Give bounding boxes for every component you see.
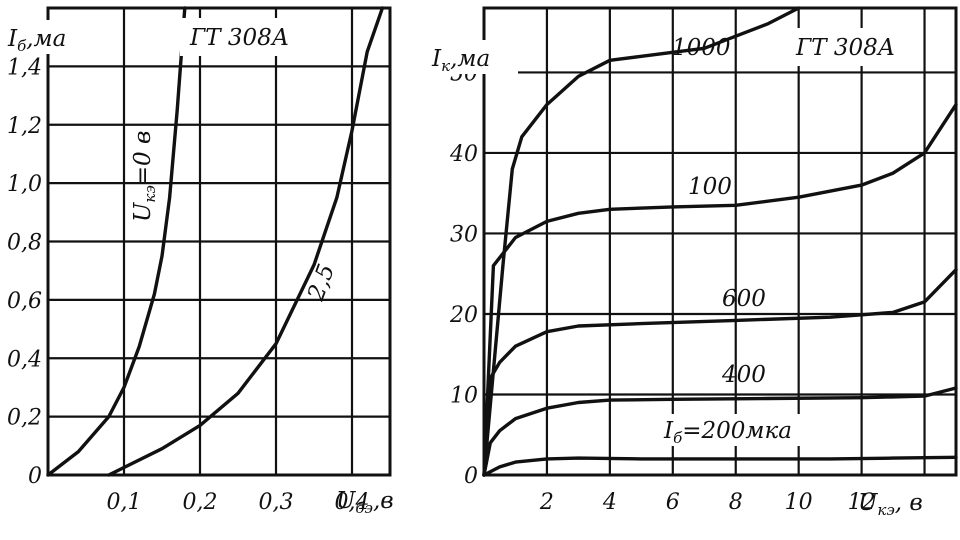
right-plot-frame bbox=[482, 6, 958, 477]
right-y-axis-label: Iк,ма bbox=[431, 46, 490, 75]
right-y-tick-label: 20 bbox=[449, 303, 478, 328]
left-grid bbox=[48, 8, 390, 475]
left-series-line-1 bbox=[107, 6, 385, 477]
right-curves bbox=[482, 6, 958, 477]
left-tick-labels: 0,1 0,2 0,3 0,4 0 0,2 0,4 0,6 0,8 1,0 1,2 1,4 bbox=[7, 55, 370, 515]
right-series-600-label: 600 bbox=[722, 286, 766, 312]
right-title-background bbox=[790, 28, 910, 66]
left-device-label: ГТ 308А bbox=[189, 25, 289, 51]
right-x-tick-label: 10 bbox=[785, 490, 813, 515]
right-x-tick-label: 8 bbox=[729, 490, 743, 515]
left-x-axis-label: Uбэ,в bbox=[336, 488, 394, 517]
left-y-tick-label: 0,8 bbox=[7, 231, 42, 256]
right-x-tick-label: 12 bbox=[848, 490, 876, 515]
right-series-line-4 bbox=[482, 6, 801, 477]
left-curves bbox=[46, 6, 385, 477]
left-x-tick-label: 0,2 bbox=[183, 490, 218, 515]
left-x-tick-label: 0,4 bbox=[335, 490, 370, 515]
right-x-tick-label: 2 bbox=[539, 490, 554, 515]
right-series-400-label: 400 bbox=[721, 362, 766, 388]
left-y-tick-label: 1,0 bbox=[7, 172, 42, 197]
right-series-200-label-background bbox=[660, 414, 812, 446]
left-y-tick-label: 1,4 bbox=[7, 55, 42, 80]
right-series-1000-label: 1000 bbox=[672, 35, 731, 61]
right-grid bbox=[484, 8, 956, 475]
left-title-background bbox=[180, 18, 300, 56]
right-x-tick-label: 6 bbox=[666, 490, 680, 515]
right-series-100-label: 100 bbox=[688, 174, 732, 200]
right-device-label: ГТ 308А bbox=[795, 35, 895, 61]
left-y-tick-label: 0,6 bbox=[7, 289, 42, 314]
right-series-line-0 bbox=[482, 455, 958, 477]
left-y-tick-label: 0 bbox=[28, 464, 42, 489]
left-series-line-0 bbox=[46, 6, 187, 477]
right-series-200-label: Iб=200мка bbox=[663, 418, 792, 447]
left-series-0-label: Uкэ=0 в bbox=[130, 131, 159, 222]
right-y-tick-label: 0 bbox=[464, 464, 478, 489]
right-series-line-2 bbox=[482, 268, 958, 477]
left-x-tick-label: 0,3 bbox=[259, 490, 294, 515]
right-tick-labels: 2468101201020304050 bbox=[449, 61, 876, 515]
output-characteristics-chart: 2468101201020304050 ГТ 308А Iк,ма Uкэ, в… bbox=[430, 6, 958, 519]
left-series-1-label: 2,5 bbox=[303, 261, 340, 305]
right-ylabel-background bbox=[430, 40, 518, 74]
right-x-tick-label: 4 bbox=[602, 490, 617, 515]
right-y-tick-label: 30 bbox=[450, 222, 478, 247]
right-series-line-1 bbox=[482, 386, 958, 477]
left-ylabel-background bbox=[4, 20, 90, 54]
left-y-tick-label: 0,4 bbox=[7, 347, 42, 372]
left-y-axis-label: Iб,ма bbox=[7, 26, 66, 55]
left-y-tick-label: 1,2 bbox=[7, 114, 42, 139]
left-y-tick-label: 0,2 bbox=[7, 406, 42, 431]
right-y-tick-label: 40 bbox=[449, 142, 478, 167]
input-characteristics-chart: 0,1 0,2 0,3 0,4 0 0,2 0,4 0,6 0,8 1,0 1,2 1,4 ГТ 30… bbox=[4, 6, 394, 517]
left-x-tick-label: 0,1 bbox=[107, 490, 142, 515]
right-x-axis-label: Uкэ, в bbox=[858, 490, 923, 519]
right-y-tick-label: 10 bbox=[450, 383, 478, 408]
left-plot-frame bbox=[46, 6, 392, 477]
